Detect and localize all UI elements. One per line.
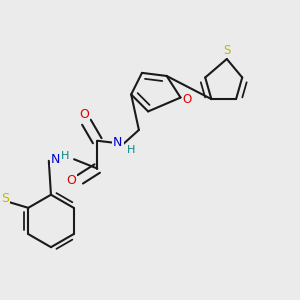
Text: N: N: [113, 136, 123, 149]
Text: N: N: [51, 153, 60, 167]
Text: S: S: [224, 44, 231, 57]
Text: O: O: [183, 93, 192, 106]
Text: O: O: [66, 174, 76, 187]
Text: S: S: [1, 192, 9, 205]
Text: H: H: [61, 151, 69, 160]
Text: H: H: [127, 145, 135, 155]
Text: O: O: [79, 108, 89, 121]
